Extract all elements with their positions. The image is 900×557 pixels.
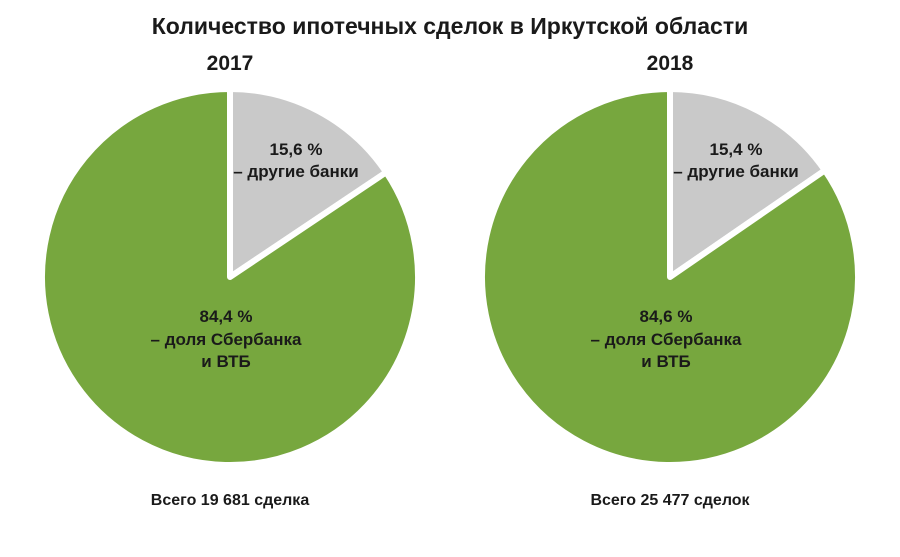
slice-label-sberbank-vtb-2018: 84,6 % – доля Сбербанка и ВТБ — [591, 306, 742, 373]
year-label-2017: 2017 — [206, 52, 254, 75]
total-caption-2018: Всего 25 477 сделок — [590, 492, 750, 509]
page-title: Количество ипотечных сделок в Иркутской … — [151, 13, 749, 39]
pie-slice-sberbank-vtb — [478, 86, 861, 468]
slice-label-line: – доля Сбербанка — [590, 329, 742, 349]
slice-label-line: 15,4 % — [709, 139, 763, 159]
pie-chart-block-2018: 2018 15,4 % – другие банки 84,6 % – доля… — [470, 44, 870, 510]
slice-label-line: 84,6 % — [639, 307, 693, 327]
slice-label-line: и ВТБ — [201, 352, 251, 372]
slice-label-line: 15,6 % — [269, 139, 323, 159]
pie-chart-2017 — [38, 86, 421, 468]
charts-row: 2017 15,6 % – другие банки 84,4 % – доля… — [0, 44, 900, 510]
pie-slice-other-banks — [227, 86, 390, 280]
slice-label-line: и ВТБ — [641, 352, 691, 372]
slice-label-other-banks-2017: 15,6 % – другие банки — [233, 139, 358, 184]
pie-chart-2018 — [478, 86, 861, 468]
slice-label-line: – другие банки — [233, 161, 359, 181]
year-label-2018: 2018 — [646, 52, 694, 75]
pie-wrap-2017: 15,6 % – другие банки 84,4 % – доля Сбер… — [30, 82, 430, 472]
slice-label-line: – доля Сбербанка — [150, 329, 302, 349]
pie-chart-block-2017: 2017 15,6 % – другие банки 84,4 % – доля… — [30, 44, 430, 510]
slice-label-line: 84,4 % — [199, 307, 253, 327]
slice-label-sberbank-vtb-2017: 84,4 % – доля Сбербанка и ВТБ — [151, 306, 302, 373]
slice-label-other-banks-2018: 15,4 % – другие банки — [673, 139, 798, 184]
slice-label-line: – другие банки — [673, 161, 799, 181]
pie-wrap-2018: 15,4 % – другие банки 84,6 % – доля Сбер… — [470, 82, 870, 472]
pie-slice-other-banks — [667, 86, 828, 280]
pie-slice-sberbank-vtb — [38, 86, 421, 468]
total-caption-2017: Всего 19 681 сделка — [150, 492, 310, 509]
